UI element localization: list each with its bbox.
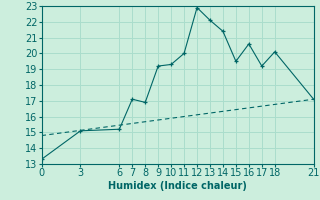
X-axis label: Humidex (Indice chaleur): Humidex (Indice chaleur) (108, 181, 247, 191)
